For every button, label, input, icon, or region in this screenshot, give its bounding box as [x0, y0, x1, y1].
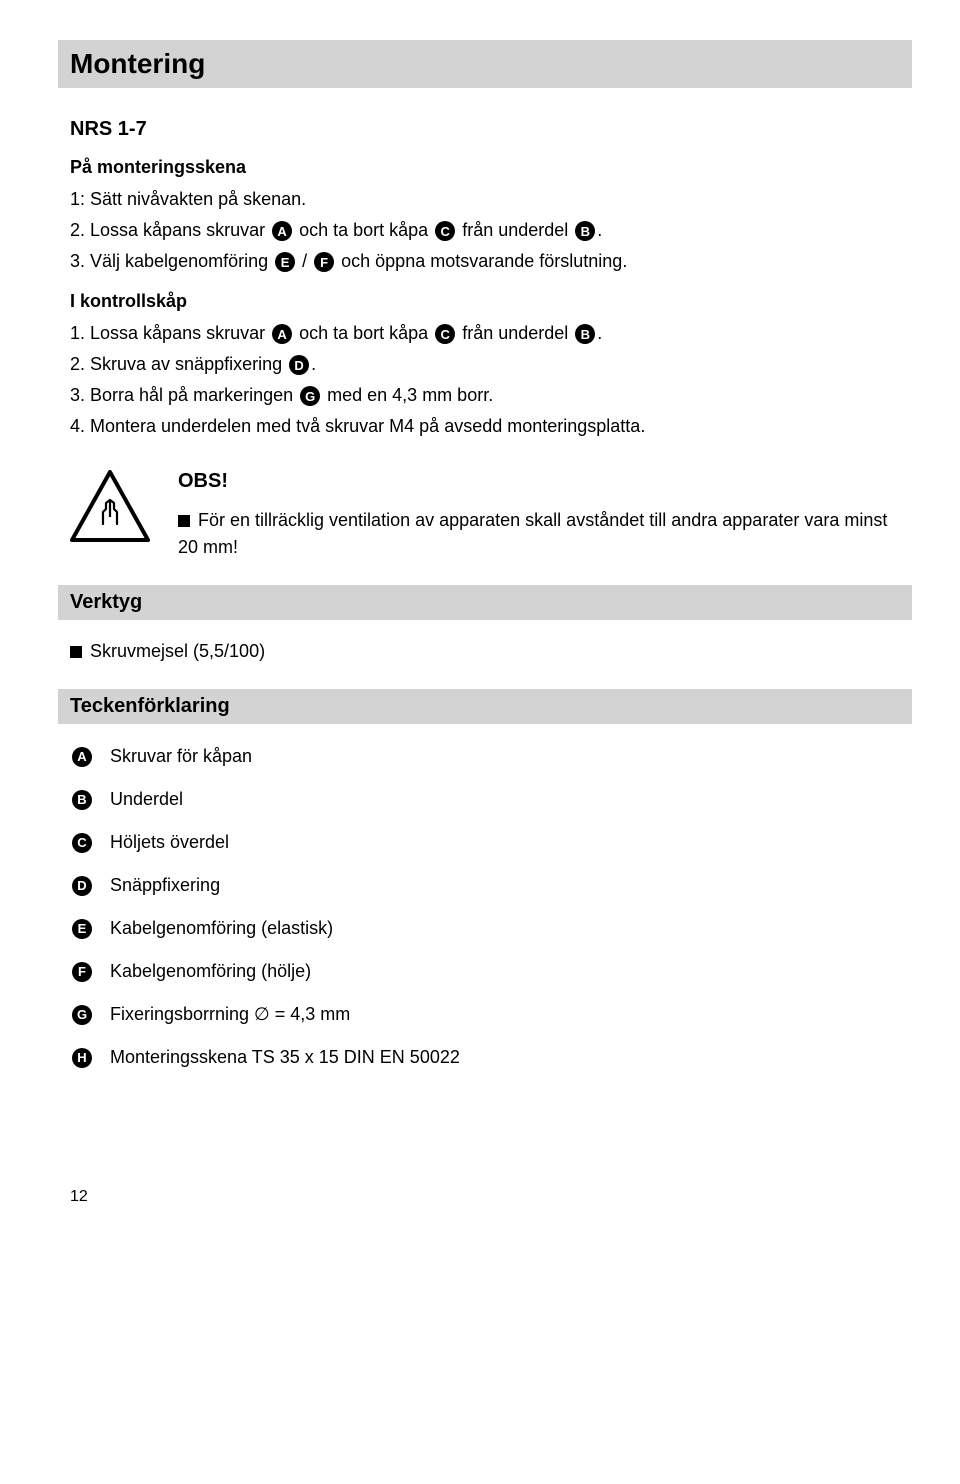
ref-circle: B	[575, 324, 595, 344]
legend-row: H Monteringsskena TS 35 x 15 DIN EN 5002…	[70, 1047, 900, 1068]
page-title: Montering	[58, 40, 912, 88]
legend-row: E Kabelgenomföring (elastisk)	[70, 918, 900, 939]
warning-block: OBS! För en tillräcklig ventilation av a…	[70, 470, 900, 561]
square-bullet-icon	[70, 646, 82, 658]
ref-circle: E	[275, 252, 295, 272]
text: och ta bort kåpa	[294, 220, 433, 240]
warning-icon	[70, 470, 150, 542]
legend-row: G Fixeringsborrning ∅ = 4,3 mm	[70, 1004, 900, 1025]
legend-text: Snäppfixering	[110, 875, 220, 896]
ref-circle: F	[72, 962, 92, 982]
instruction-line: 3. Borra hål på markeringen G med en 4,3…	[70, 382, 900, 409]
ref-circle: G	[72, 1005, 92, 1025]
tool-text: Skruvmejsel (5,5/100)	[90, 641, 265, 661]
legend-text: Fixeringsborrning ∅ = 4,3 mm	[110, 1004, 350, 1025]
ref-circle: A	[272, 221, 292, 241]
legend-row: C Höljets överdel	[70, 832, 900, 853]
legend-text: Kabelgenomföring (elastisk)	[110, 918, 333, 939]
section-legend: Teckenförklaring	[58, 689, 912, 724]
text: 1: Sätt nivåvakten på skenan.	[70, 189, 306, 209]
subsection-title-2: I kontrollskåp	[70, 291, 900, 312]
ref-circle: D	[72, 876, 92, 896]
page-number: 12	[70, 1188, 900, 1206]
text: .	[311, 354, 316, 374]
instruction-line: 4. Montera underdelen med två skruvar M4…	[70, 413, 900, 440]
ref-circle: F	[314, 252, 334, 272]
obs-title: OBS!	[178, 470, 900, 493]
legend-text: Skruvar för kåpan	[110, 746, 252, 767]
ref-circle: H	[72, 1048, 92, 1068]
legend-row: A Skruvar för kåpan	[70, 746, 900, 767]
obs-text: För en tillräcklig ventilation av appara…	[178, 510, 887, 557]
ref-circle: E	[72, 919, 92, 939]
ref-circle: C	[435, 324, 455, 344]
ref-circle: A	[272, 324, 292, 344]
instruction-line: 2. Skruva av snäppfixering D.	[70, 351, 900, 378]
legend-text: Monteringsskena TS 35 x 15 DIN EN 50022	[110, 1047, 460, 1068]
text: från underdel	[457, 220, 573, 240]
text: 3. Välj kabelgenomföring	[70, 251, 273, 271]
ref-circle: B	[72, 790, 92, 810]
text: 1. Lossa kåpans skruvar	[70, 323, 270, 343]
text: från underdel	[457, 323, 573, 343]
text: 2. Skruva av snäppfixering	[70, 354, 287, 374]
text: 2. Lossa kåpans skruvar	[70, 220, 270, 240]
obs-body: För en tillräcklig ventilation av appara…	[178, 507, 900, 561]
ref-circle: C	[72, 833, 92, 853]
instruction-line: 1. Lossa kåpans skruvar A och ta bort kå…	[70, 320, 900, 347]
ref-circle: B	[575, 221, 595, 241]
ref-circle: D	[289, 355, 309, 375]
legend-text: Underdel	[110, 789, 183, 810]
legend-row: D Snäppfixering	[70, 875, 900, 896]
text: /	[297, 251, 312, 271]
square-bullet-icon	[178, 515, 190, 527]
text: .	[597, 220, 602, 240]
ref-circle: G	[300, 386, 320, 406]
ref-circle: C	[435, 221, 455, 241]
tool-item: Skruvmejsel (5,5/100)	[70, 638, 900, 665]
subsection-title-1: På monteringsskena	[70, 157, 900, 178]
text: .	[597, 323, 602, 343]
legend-text: Kabelgenomföring (hölje)	[110, 961, 311, 982]
section-verktyg: Verktyg	[58, 585, 912, 620]
ref-circle: A	[72, 747, 92, 767]
text: med en 4,3 mm borr.	[322, 385, 493, 405]
text: och öppna motsvarande förslutning.	[336, 251, 627, 271]
text: och ta bort kåpa	[294, 323, 433, 343]
text: 3. Borra hål på markeringen	[70, 385, 298, 405]
legend-row: F Kabelgenomföring (hölje)	[70, 961, 900, 982]
instruction-line: 2. Lossa kåpans skruvar A och ta bort kå…	[70, 217, 900, 244]
text: 4. Montera underdelen med två skruvar M4…	[70, 416, 645, 436]
instruction-line: 3. Välj kabelgenomföring E / F och öppna…	[70, 248, 900, 275]
section-heading: NRS 1-7	[70, 118, 900, 141]
legend-text: Höljets överdel	[110, 832, 229, 853]
instruction-line: 1: Sätt nivåvakten på skenan.	[70, 186, 900, 213]
legend-row: B Underdel	[70, 789, 900, 810]
